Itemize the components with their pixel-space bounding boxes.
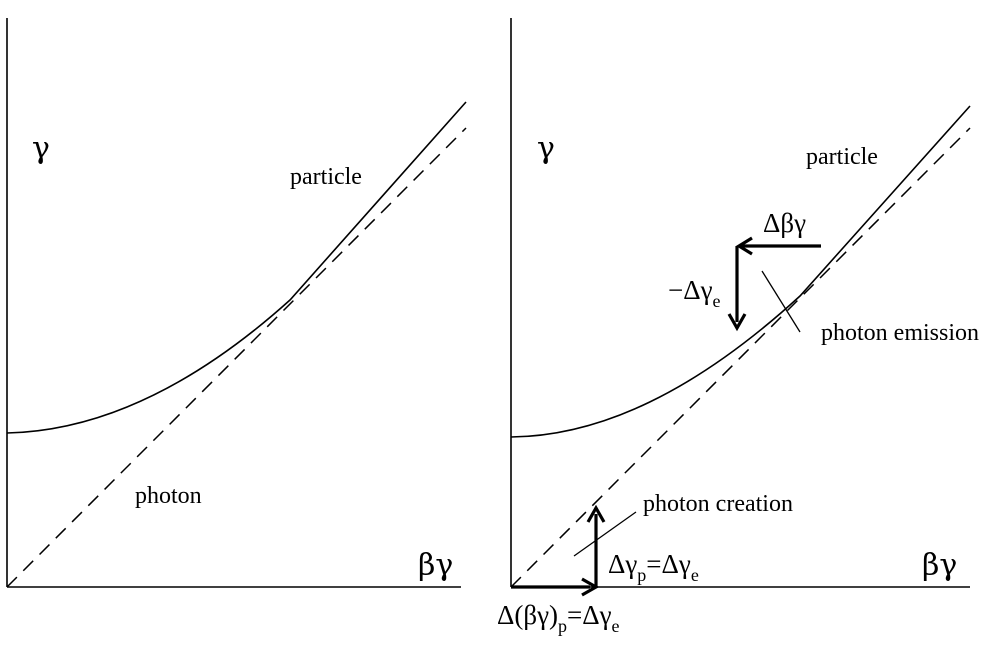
right-particle-label: particle	[806, 144, 878, 170]
creation-momentum-part1: Δ(βγ)	[497, 600, 558, 630]
creation-momentum-part2: =Δγ	[567, 600, 612, 630]
left-particle-label: particle	[290, 164, 362, 190]
creation-energy-part2: =Δγ	[646, 549, 691, 579]
right-particle-curve	[510, 105, 971, 438]
left-photon-line	[6, 127, 467, 588]
creation-momentum-label: Δ(βγ)p=Δγe	[497, 600, 620, 636]
creation-energy-sub2: e	[691, 565, 699, 585]
left-x-axis-label: βγ	[418, 548, 453, 583]
creation-energy-sub1: p	[637, 565, 646, 585]
creation-energy-label: Δγp=Δγe	[608, 549, 699, 585]
right-photon-line	[510, 127, 971, 588]
minus-delta-gamma-e-main: −Δγ	[668, 275, 713, 305]
photon-creation-pointer	[573, 511, 637, 557]
minus-delta-gamma-e-subscript: e	[713, 291, 721, 311]
photon-creation-label: photon creation	[643, 491, 793, 517]
right-y-axis-label: γ	[537, 131, 555, 166]
creation-energy-arrowhead	[586, 504, 606, 523]
delta-betagamma-label: Δβγ	[763, 208, 806, 238]
left-particle-curve	[6, 101, 467, 434]
left-photon-label: photon	[135, 483, 202, 509]
minus-delta-gamma-e-arrowhead	[727, 313, 747, 332]
minus-delta-gamma-e-label: −Δγe	[668, 275, 721, 311]
left-panel: γ βγ particle photon	[6, 18, 467, 588]
left-y-axis-label: γ	[32, 131, 50, 166]
delta-betagamma-arrowhead	[735, 236, 753, 256]
photon-emission-label: photon emission	[821, 320, 979, 346]
creation-energy-part1: Δγ	[608, 549, 637, 579]
photon-emission-pointer	[761, 270, 801, 333]
creation-momentum-sub2: e	[612, 616, 620, 636]
right-x-axis-label: βγ	[922, 548, 957, 583]
creation-momentum-sub1: p	[558, 616, 567, 636]
right-panel: γ βγ particle photon emission photon cre…	[497, 18, 979, 636]
